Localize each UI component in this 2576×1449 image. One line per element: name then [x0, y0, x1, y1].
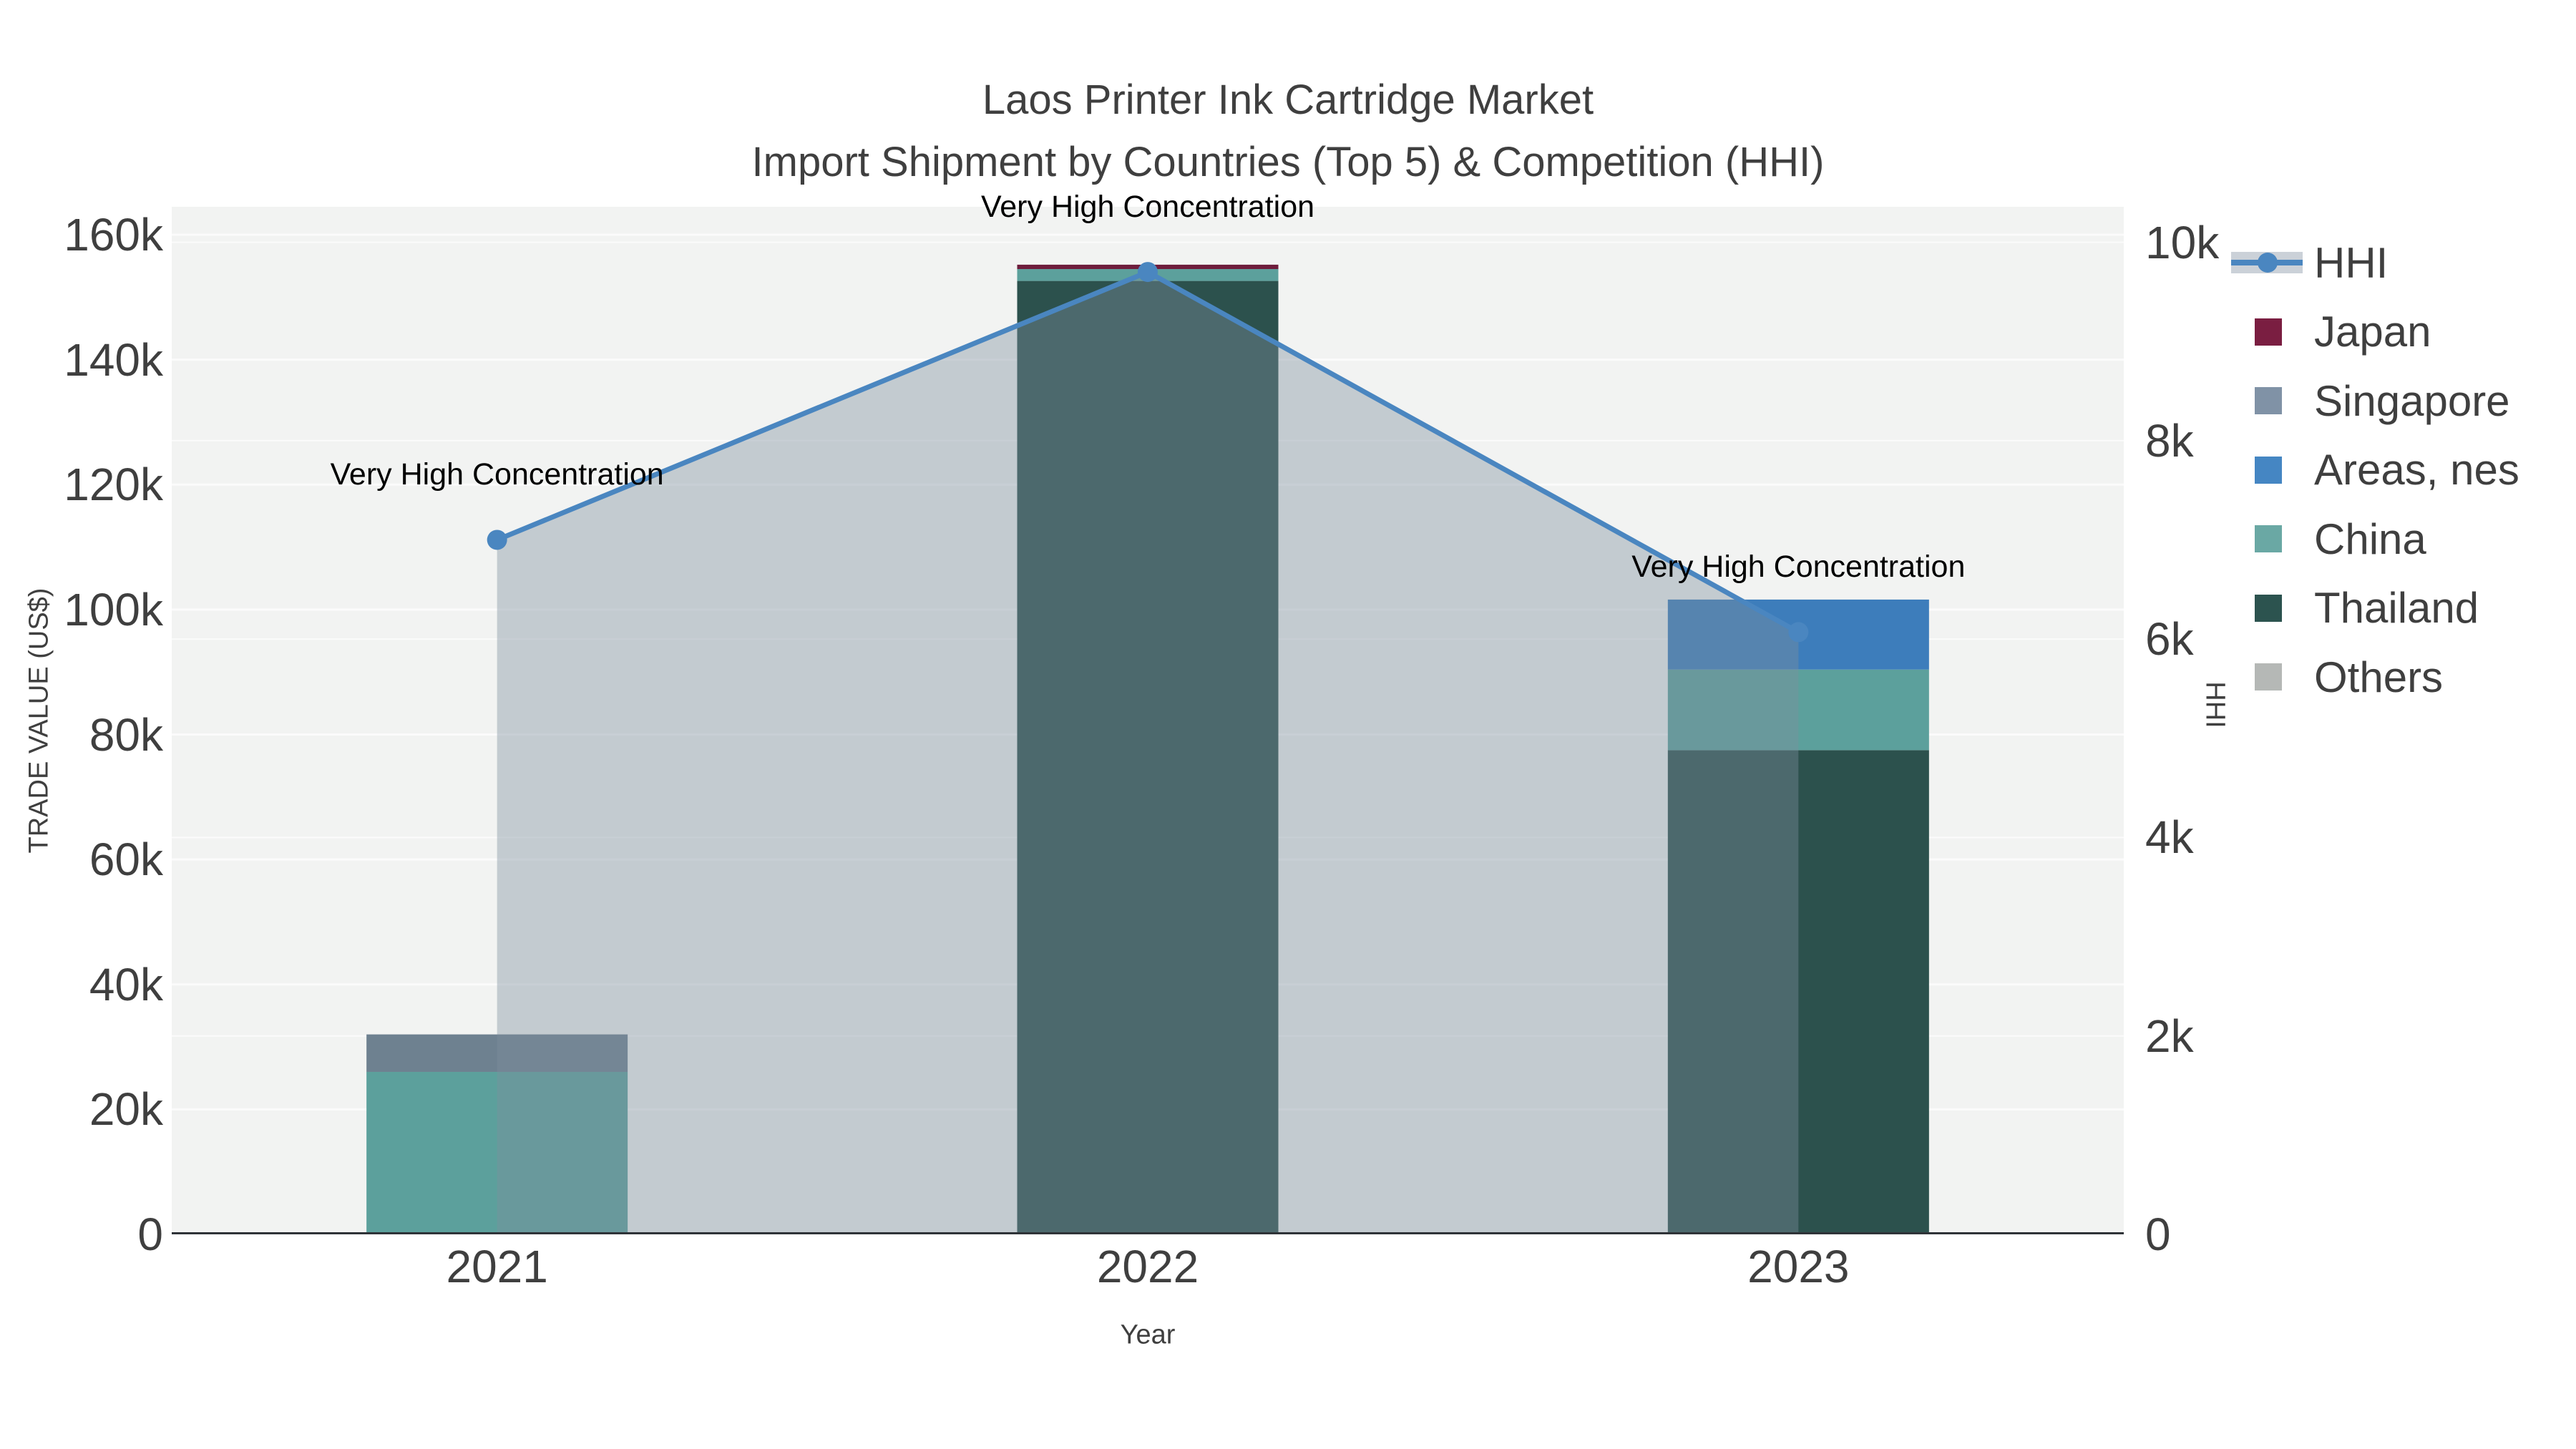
annotation-2023: Very High Concentration	[1631, 550, 1966, 585]
hhi-marker-2022	[1138, 262, 1158, 283]
chart-title-line2: Import Shipment by Countries (Top 5) & C…	[751, 139, 1825, 185]
hhi-marker-2023	[1788, 622, 1809, 643]
legend-color-swatch	[2255, 318, 2282, 346]
y2-axis-title: HHI	[2200, 681, 2230, 728]
legend-color-swatch	[2255, 525, 2282, 552]
y1-tick-label-0: 0	[137, 1209, 163, 1260]
y1-tick-label-40k: 40k	[89, 958, 163, 1010]
y2-tick-label-0: 0	[2145, 1209, 2171, 1260]
x-axis-line	[172, 1232, 2124, 1234]
legend-label: HHI	[2314, 238, 2389, 287]
hhi-marker-2021	[487, 530, 507, 550]
legend-swatch-box	[2231, 436, 2306, 504]
legend-label: Others	[2314, 653, 2444, 701]
x-tick-label-2023: 2023	[1747, 1241, 1850, 1292]
legend-item-others[interactable]: Others	[2231, 643, 2443, 711]
bar-segment-thailand-2023	[1667, 750, 1929, 1234]
legend-label: China	[2314, 514, 2426, 563]
chart-title: Laos Printer Ink Cartridge Market Import…	[429, 69, 2147, 193]
x-axis-title: Year	[1120, 1319, 1176, 1350]
bar-segment-singapore-2021	[366, 1034, 628, 1072]
legend-item-thailand[interactable]: Thailand	[2231, 574, 2479, 643]
y2-tick-label-4k: 4k	[2145, 811, 2194, 864]
legend-hhi-marker-swatch	[2258, 253, 2278, 273]
y1-tick-label-140k: 140k	[64, 333, 163, 386]
legend-swatch-box	[2231, 643, 2306, 711]
y2-tick-label-10k: 10k	[2145, 216, 2220, 268]
annotation-2021: Very High Concentration	[330, 457, 664, 492]
y1-tick-label-120k: 120k	[64, 459, 163, 511]
y1-tick-label-80k: 80k	[89, 708, 163, 761]
plot-svg	[172, 233, 2124, 1234]
y2-tick-label-8k: 8k	[2145, 414, 2194, 467]
legend-item-japan[interactable]: Japan	[2231, 298, 2431, 366]
y1-tick-label-160k: 160k	[64, 209, 163, 260]
y1-tick-label-60k: 60k	[89, 834, 163, 886]
legend-color-swatch	[2255, 387, 2282, 414]
bar-segment-china-2023	[1667, 669, 1929, 751]
legend-swatch-box	[2231, 298, 2306, 366]
legend-item-hhi[interactable]: HHI	[2231, 228, 2388, 297]
chart-title-line1: Laos Printer Ink Cartridge Market	[982, 77, 1594, 123]
bar-segment-china-2021	[366, 1071, 628, 1234]
y2-tick-label-2k: 2k	[2145, 1010, 2194, 1062]
legend-label: Thailand	[2314, 584, 2479, 632]
annotation-2022: Very High Concentration	[980, 190, 1315, 225]
legend-color-swatch	[2255, 663, 2282, 691]
legend-swatch-box	[2231, 574, 2306, 643]
y2-tick-label-6k: 6k	[2145, 613, 2194, 665]
legend-label: Singapore	[2314, 376, 2510, 425]
legend-item-areas-nes[interactable]: Areas, nes	[2231, 436, 2519, 504]
legend-item-china[interactable]: China	[2231, 504, 2426, 573]
legend-swatch-box	[2231, 366, 2306, 435]
legend-color-swatch	[2255, 456, 2282, 484]
legend-label: Japan	[2314, 308, 2431, 356]
legend-item-singapore[interactable]: Singapore	[2231, 366, 2510, 435]
legend-label: Areas, nes	[2314, 446, 2519, 494]
y1-tick-label-100k: 100k	[64, 583, 163, 635]
legend-swatch-box	[2231, 504, 2306, 573]
bar-segment-thailand-2022	[1017, 280, 1279, 1234]
x-tick-label-2021: 2021	[446, 1241, 548, 1292]
y1-tick-label-20k: 20k	[89, 1083, 163, 1136]
legend-color-swatch	[2255, 594, 2282, 622]
plot-area	[172, 207, 2124, 1234]
x-tick-label-2022: 2022	[1096, 1241, 1199, 1292]
legend-hhi-line-icon	[2231, 228, 2306, 297]
hhi-area	[497, 272, 1799, 1234]
